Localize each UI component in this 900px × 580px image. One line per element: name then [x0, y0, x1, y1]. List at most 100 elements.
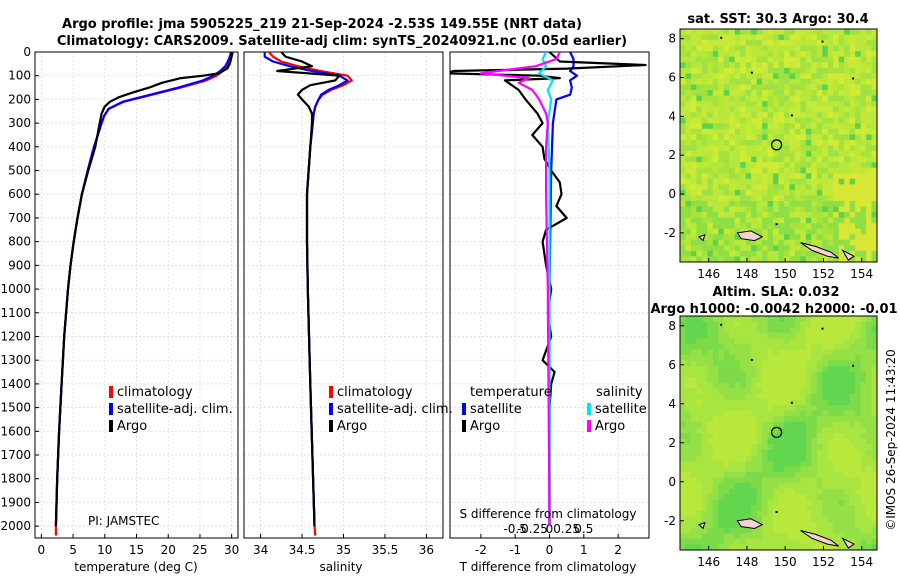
map-cell	[871, 327, 878, 334]
map-cell	[855, 427, 861, 434]
map-cell	[860, 62, 867, 69]
map-cell	[871, 455, 878, 462]
map-cell	[680, 78, 686, 85]
map-cell	[811, 45, 818, 52]
map-cell	[767, 189, 774, 196]
map-cell	[751, 151, 758, 157]
map-cell	[827, 90, 834, 96]
map-cell	[745, 67, 752, 74]
map-cell	[696, 206, 703, 213]
map-cell	[745, 421, 752, 428]
map-cell	[762, 134, 768, 141]
map-cell	[816, 455, 823, 462]
map-cell	[734, 245, 741, 252]
map-cell	[783, 433, 790, 439]
map-cell	[783, 488, 790, 495]
map-cell	[866, 421, 872, 428]
map-cell	[860, 332, 867, 339]
map-cell	[696, 95, 703, 102]
map-cell	[822, 360, 829, 367]
map-cell	[756, 206, 763, 213]
map-cell	[827, 522, 834, 529]
map-cell	[794, 410, 801, 417]
map-cell	[783, 84, 790, 91]
map-cell	[822, 101, 829, 108]
map-cell	[740, 212, 747, 219]
map-cell	[680, 343, 686, 350]
map-cell	[762, 40, 768, 47]
map-cell	[690, 250, 697, 257]
map-cell	[838, 145, 845, 152]
map-cell	[685, 189, 692, 196]
map-cell	[762, 433, 768, 439]
map-cell	[805, 449, 812, 456]
map-cell	[783, 134, 790, 141]
map-cell	[805, 234, 812, 241]
map-cell	[811, 477, 818, 484]
map-cell	[751, 40, 758, 47]
map-cell	[762, 494, 768, 501]
map-cell	[794, 343, 801, 350]
map-cell	[800, 151, 807, 157]
map-cell	[833, 371, 840, 378]
map-cell	[833, 234, 840, 241]
map-cell	[778, 112, 785, 119]
map-cell	[712, 106, 719, 113]
map-cell	[712, 139, 719, 146]
map-cell	[855, 327, 861, 334]
map-cell	[712, 95, 719, 102]
map-cell	[805, 62, 812, 69]
map-cell	[734, 90, 741, 96]
map-cell	[794, 455, 801, 462]
map-cell	[690, 449, 697, 456]
map-cell	[871, 405, 878, 412]
map-cell	[707, 29, 714, 35]
map-cell	[767, 234, 774, 241]
map-cell	[707, 228, 714, 235]
map-cell	[707, 477, 714, 484]
map-cell	[838, 438, 845, 445]
map-cell	[762, 472, 768, 478]
map-cell	[789, 416, 796, 423]
map-cell	[783, 388, 790, 395]
map-cell	[712, 256, 719, 263]
map-cell	[734, 134, 741, 141]
map-cell	[855, 410, 861, 417]
map-cell	[712, 438, 719, 445]
map-cell	[849, 128, 856, 135]
map-cell	[838, 444, 845, 451]
x-tick-label: 150	[774, 555, 797, 569]
map-cell	[773, 444, 779, 451]
map-cell	[866, 128, 872, 135]
map-cell	[778, 162, 785, 169]
map-cell	[680, 382, 686, 389]
map-cell	[751, 477, 758, 484]
map-cell	[696, 316, 703, 322]
map-cell	[871, 483, 878, 490]
map-cell	[729, 455, 736, 462]
map-cell	[696, 332, 703, 339]
map-cell	[751, 173, 758, 180]
map-cell	[718, 433, 725, 439]
map-cell	[783, 438, 790, 445]
map-cell	[712, 184, 719, 191]
map-cell	[783, 106, 790, 113]
map-cell	[855, 212, 861, 219]
map-cell	[762, 349, 768, 356]
map-cell	[718, 494, 725, 501]
map-cell	[773, 338, 779, 345]
map-cell	[685, 67, 692, 74]
map-cell	[860, 349, 867, 356]
map-cell	[844, 444, 851, 451]
map-cell	[740, 256, 747, 263]
map-cell	[794, 360, 801, 367]
map-cell	[833, 338, 840, 345]
map-cell	[718, 405, 725, 412]
map-cell	[690, 234, 697, 241]
map-cell	[685, 56, 692, 63]
map-cell	[871, 101, 878, 108]
map-cell	[762, 377, 768, 384]
map-cell	[838, 173, 845, 180]
map-cell	[844, 173, 851, 180]
map-cell	[696, 245, 703, 252]
